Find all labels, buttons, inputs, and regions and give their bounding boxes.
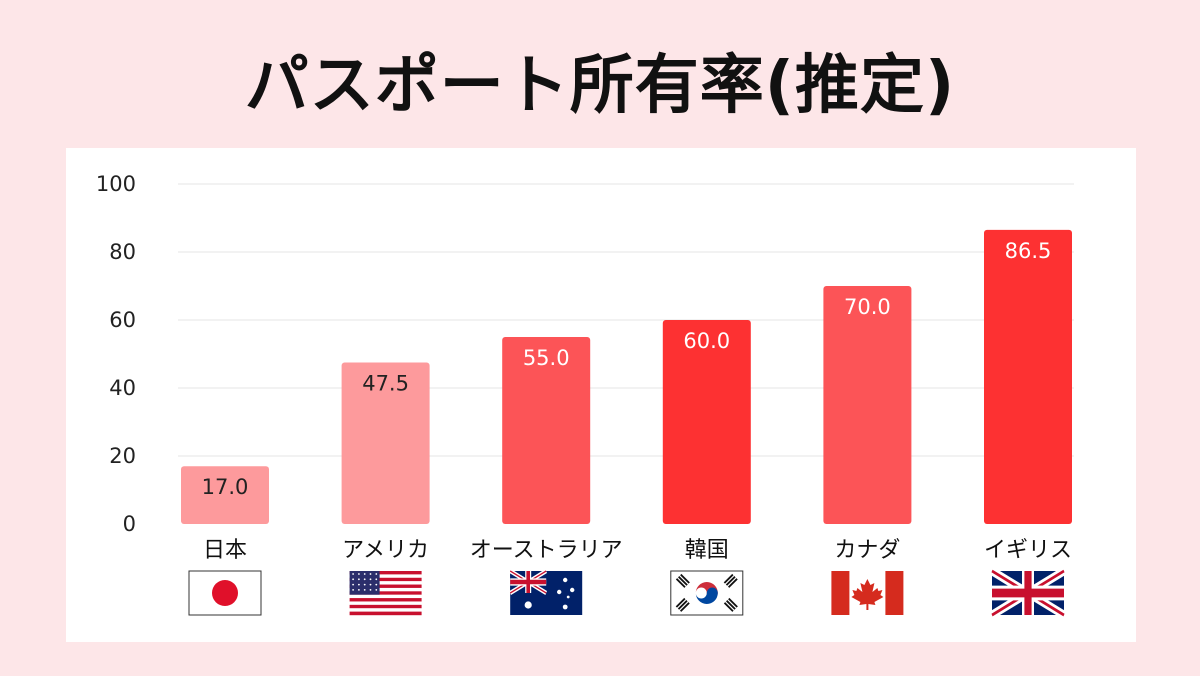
category-label: オーストラリア bbox=[470, 538, 623, 563]
bar-value-label: 60.0 bbox=[683, 329, 730, 353]
grid-lines bbox=[178, 183, 1074, 457]
category-labels: 日本 アメリカ オーストラリア 韓国 カナダ イギリス bbox=[203, 538, 1072, 563]
bar bbox=[502, 337, 591, 524]
value-labels: 17.0 47.5 55.0 60.0 70.0 86.5 bbox=[202, 239, 1052, 499]
bar-value-label: 70.0 bbox=[844, 295, 891, 319]
japan-flag-icon bbox=[188, 570, 262, 616]
chart-title: パスポート所有率(推定) bbox=[244, 49, 956, 123]
korea-flag-icon bbox=[670, 570, 744, 616]
bar bbox=[984, 229, 1072, 524]
chart-panel: 0 20 40 60 80 100 17.0 47.5 55.0 60.0 70.0 86.5 日本… bbox=[66, 148, 1136, 642]
bar-value-label: 17.0 bbox=[202, 475, 249, 499]
bars bbox=[181, 229, 1072, 524]
usa-flag-icon bbox=[349, 571, 422, 616]
category-label: アメリカ bbox=[342, 538, 429, 563]
bar-chart: 0 20 40 60 80 100 17.0 47.5 55.0 60.0 70.0 86.5 日本… bbox=[96, 172, 1074, 642]
bar-value-label: 86.5 bbox=[1005, 239, 1052, 263]
y-tick-label: 40 bbox=[109, 376, 136, 400]
y-tick-label: 60 bbox=[109, 308, 136, 332]
bar bbox=[662, 320, 751, 524]
category-label: カナダ bbox=[834, 538, 900, 563]
category-label: イギリス bbox=[984, 538, 1072, 563]
y-axis-ticks: 0 20 40 60 80 100 bbox=[96, 172, 136, 536]
y-tick-label: 100 bbox=[96, 172, 136, 196]
y-tick-label: 20 bbox=[109, 444, 136, 468]
bar-value-label: 55.0 bbox=[523, 346, 570, 370]
canada-flag-icon bbox=[831, 571, 904, 615]
bar bbox=[181, 466, 269, 524]
flags bbox=[188, 570, 1064, 616]
bar bbox=[823, 286, 912, 524]
category-label: 日本 bbox=[203, 538, 247, 563]
category-label: 韓国 bbox=[685, 538, 729, 563]
uk-flag-icon bbox=[992, 571, 1064, 615]
y-tick-label: 80 bbox=[109, 240, 136, 264]
bar-value-label: 47.5 bbox=[362, 372, 409, 396]
y-tick-label: 0 bbox=[123, 512, 136, 536]
australia-flag-icon bbox=[510, 571, 583, 615]
bar bbox=[341, 362, 430, 524]
